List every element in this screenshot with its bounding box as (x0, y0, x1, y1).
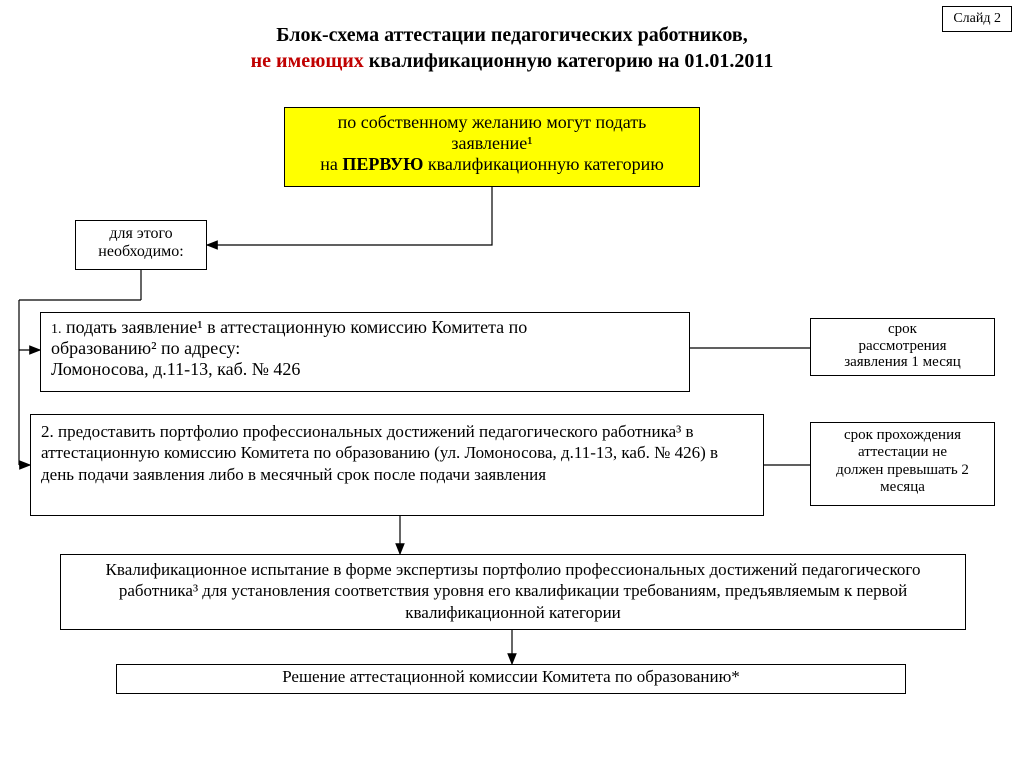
decision-text: Решение аттестационной комиссии Комитета… (282, 667, 740, 686)
side2-l3: должен превышать 2 (811, 462, 994, 479)
node-yellow: по собственному желанию могут подать зая… (284, 107, 700, 187)
node-side2: срок прохождения аттестации не должен пр… (810, 422, 995, 506)
step1-num: 1. (51, 322, 62, 337)
step1-line2: образованию² по адресу: (51, 338, 679, 359)
yellow-line1: по собственному желанию могут подать (285, 112, 699, 133)
yellow-line2: заявление¹ (285, 133, 699, 154)
step1-line3: Ломоносова, д.11-13, каб. № 426 (51, 359, 679, 380)
side1-l1: срок (811, 321, 994, 338)
title-line-2-red: не имеющих (251, 50, 364, 72)
side1-l3: заявления 1 месяц (811, 354, 994, 371)
node-side1: срок рассмотрения заявления 1 месяц (810, 318, 995, 376)
side2-l1: срок прохождения (811, 427, 994, 444)
need-line2: необходимо: (76, 243, 206, 261)
qual-text: Квалификационное испытание в форме экспе… (106, 560, 921, 622)
node-qual: Квалификационное испытание в форме экспе… (60, 554, 966, 630)
yellow-line3-post: квалификационную категорию (423, 154, 663, 174)
yellow-line3-pre: на (320, 154, 342, 174)
node-step2: 2. предоставить портфолио профессиональн… (30, 414, 764, 516)
side2-l2: аттестации не (811, 444, 994, 461)
step1-line1-rest: подать заявление¹ в аттестационную комис… (62, 317, 528, 337)
side1-l2: рассмотрения (811, 338, 994, 355)
node-step1: 1. подать заявление¹ в аттестационную ко… (40, 312, 690, 392)
title-line-2-rest: квалификационную категорию на 01.01.2011 (364, 50, 774, 72)
need-line1: для этого (76, 225, 206, 243)
yellow-line3: на ПЕРВУЮ квалификационную категорию (285, 154, 699, 175)
side2-l4: месяца (811, 479, 994, 496)
title-line-1-text: Блок-схема аттестации педагогических раб… (276, 24, 747, 46)
node-need: для этого необходимо: (75, 220, 207, 270)
title-line-1: Блок-схема аттестации педагогических раб… (0, 24, 1024, 47)
slide-canvas: Слайд 2 Блок-схема аттестации педагогиче… (0, 0, 1024, 768)
title-line-2: не имеющих квалификационную категорию на… (0, 50, 1024, 73)
step1-line1: 1. подать заявление¹ в аттестационную ко… (51, 317, 679, 338)
yellow-line3-bold: ПЕРВУЮ (342, 154, 423, 174)
step2-text: 2. предоставить портфолио профессиональн… (41, 422, 718, 484)
node-decision: Решение аттестационной комиссии Комитета… (116, 664, 906, 694)
